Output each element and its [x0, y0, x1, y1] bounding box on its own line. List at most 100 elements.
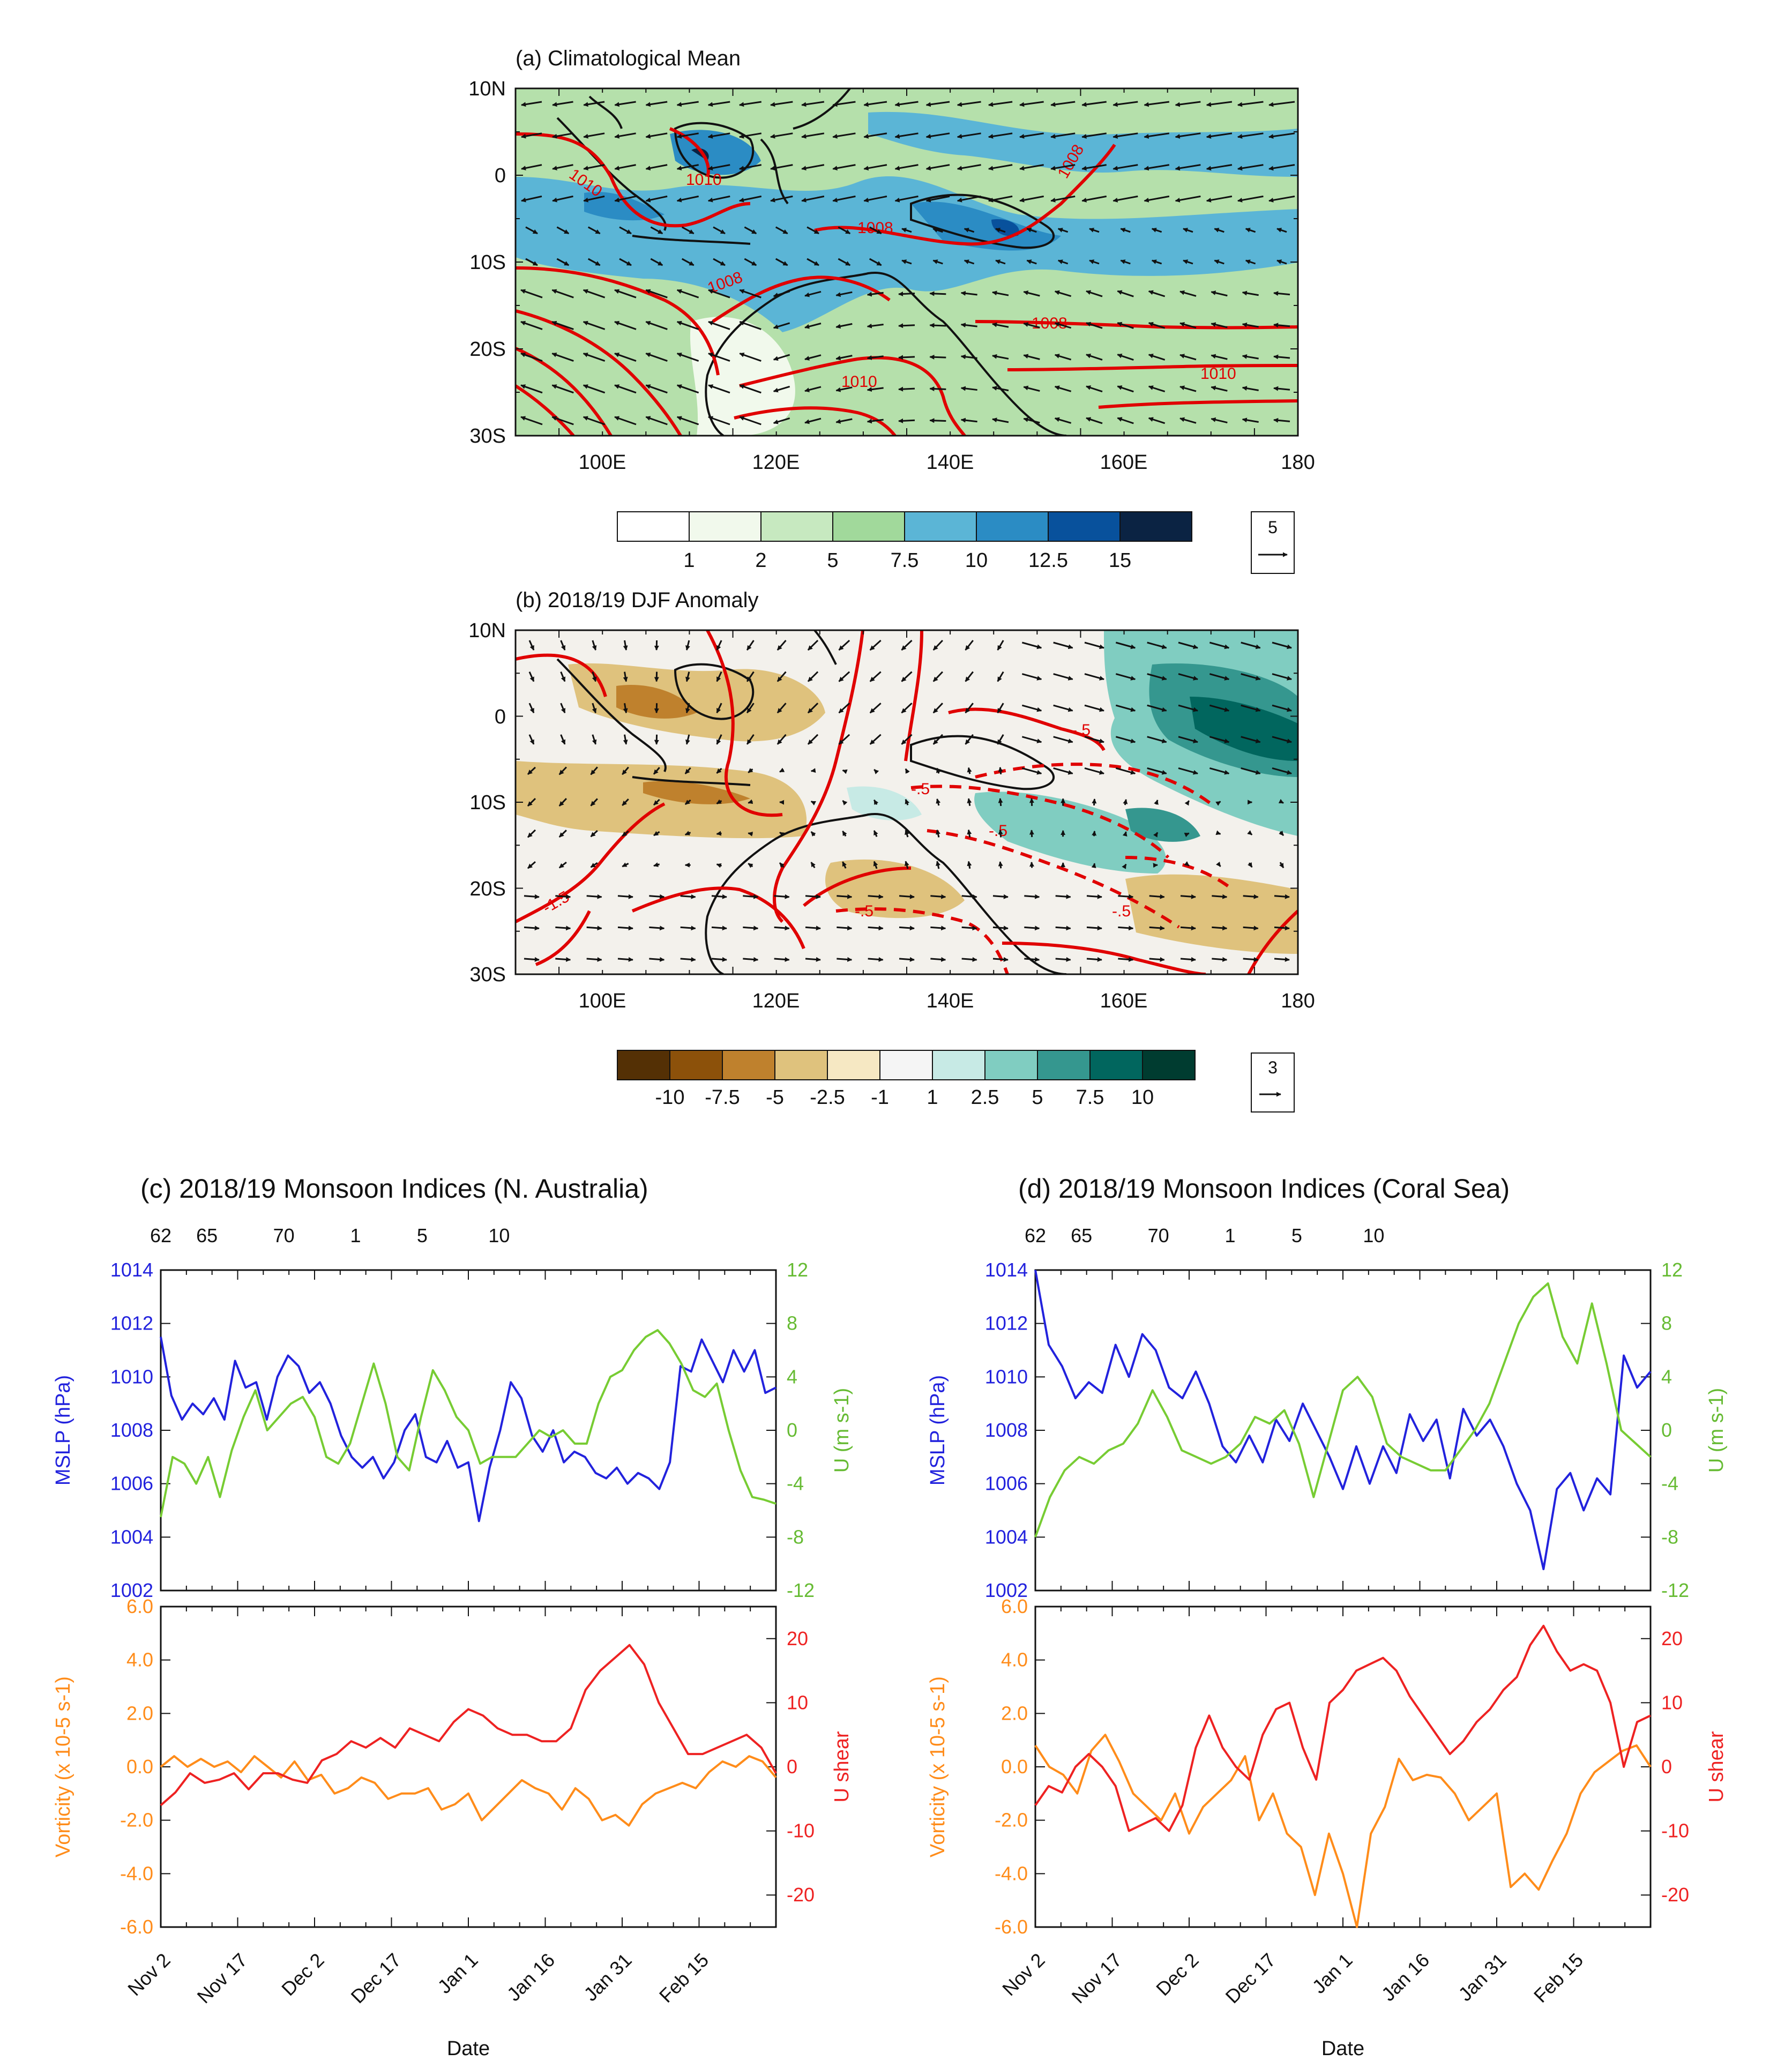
wind-arrow [676, 289, 699, 298]
wind-arrow [1019, 101, 1044, 107]
wind-arrow [807, 226, 819, 235]
wind-arrow [925, 164, 950, 171]
wind-arrow [1209, 704, 1230, 712]
x-tick-label: Jan 16 [1377, 1949, 1433, 2005]
wind-arrow [1053, 767, 1073, 775]
map-b-title: (b) 2018/19 DJF Anomaly [516, 588, 759, 612]
wind-arrow [524, 894, 540, 899]
left-y-axis-label: Vorticity (x 10-5 s-1) [52, 1676, 74, 1857]
wind-arrow [1084, 641, 1104, 649]
wind-arrow [1118, 894, 1134, 899]
wind-arrow [995, 228, 1006, 233]
lon-label: 160E [1100, 451, 1148, 474]
wind-arrow [807, 671, 819, 682]
wind-arrow [746, 640, 755, 651]
map-a-title: (a) Climatological Mean [516, 47, 741, 70]
panel-c: (c) 2018/19 Monsoon Indices (N. Australi… [52, 1174, 853, 2060]
wind-arrow [590, 766, 598, 775]
right-y-tick-label: -4 [787, 1473, 804, 1495]
wind-arrow [1243, 957, 1259, 962]
wind-arrow [957, 164, 981, 171]
wind-arrow [1112, 101, 1138, 107]
wind-arrow [592, 671, 597, 682]
wind-arrow [967, 829, 972, 838]
wind-arrow [1084, 736, 1104, 743]
top-axis-label: 70 [273, 1225, 295, 1246]
wind-arrow [617, 957, 633, 962]
lon-label: 180 [1281, 990, 1315, 1012]
wind-arrow [676, 132, 699, 139]
contour-label: -.5 [1112, 902, 1131, 920]
wind-arrow [1086, 925, 1102, 931]
wind-arrow [645, 289, 668, 298]
wind-arrow [837, 925, 853, 931]
wind-arrow [995, 259, 1006, 265]
wind-arrow [965, 671, 974, 682]
wind-arrow [873, 799, 879, 805]
lat-label: 10N [468, 78, 506, 100]
wind-arrow [997, 703, 1004, 713]
wind-arrow [521, 195, 542, 203]
wind-arrow [807, 258, 819, 266]
series-line-mslp [1034, 1270, 1652, 1571]
contour-label: 1008 [1032, 315, 1067, 332]
right-y-tick-label: 12 [787, 1259, 808, 1281]
wind-arrow [837, 957, 853, 962]
wind-arrow [967, 798, 972, 806]
wind-arrow [936, 861, 940, 869]
wind-arrow [835, 386, 853, 392]
wind-arrow [744, 258, 757, 266]
wind-arrow [746, 671, 755, 682]
wind-arrow [1149, 957, 1165, 962]
wind-arrow [1183, 228, 1193, 233]
wind-arrow [905, 768, 910, 774]
wind-arrow [521, 132, 542, 139]
wind-arrow [558, 861, 567, 869]
wind-arrow [1147, 704, 1167, 712]
wind-arrow [707, 132, 730, 139]
wind-arrow [1272, 767, 1292, 775]
wind-arrow [744, 226, 757, 235]
wind-arrow [804, 417, 822, 424]
wind-arrow [1180, 894, 1196, 899]
wind-arrow [997, 671, 1004, 682]
wind-arrow [992, 354, 1009, 360]
wind-arrow [716, 671, 722, 682]
wind-arrow [556, 226, 570, 235]
wind-arrow [1175, 195, 1201, 203]
wind-arrow [838, 258, 851, 266]
lon-label: 100E [579, 451, 626, 474]
wind-arrow [716, 734, 722, 745]
wind-arrow [1057, 259, 1069, 265]
x-tick-label: Dec 2 [1152, 1949, 1203, 2000]
x-tick-label: Dec 17 [347, 1949, 406, 2008]
wind-arrow [967, 861, 972, 869]
wind-arrow [614, 164, 636, 171]
top-axis-label: 1 [350, 1225, 361, 1246]
top-axis-label: 65 [196, 1225, 218, 1246]
wind-arrow [1268, 132, 1295, 139]
wind-arrow [1175, 101, 1201, 107]
map-b-wind-vectors [524, 639, 1292, 962]
wind-arrow [1086, 957, 1102, 962]
wind-arrow [1023, 322, 1040, 329]
wind-arrow [773, 322, 790, 329]
wind-arrow [680, 894, 696, 899]
left-y-tick-label: 1008 [985, 1419, 1028, 1441]
left-y-tick-label: 1010 [985, 1365, 1028, 1387]
wind-arrow [1209, 736, 1230, 743]
x-tick-label: Nov 2 [998, 1949, 1049, 2000]
wind-arrow [1148, 353, 1166, 361]
wind-arrow [1053, 704, 1073, 712]
wind-arrow [1178, 767, 1198, 775]
wind-arrow [932, 228, 943, 233]
wind-arrow [775, 226, 788, 235]
wind-arrow [592, 703, 597, 714]
wind-arrow [901, 734, 913, 745]
wind-arrow [801, 195, 825, 203]
colorbar-box [1048, 511, 1121, 542]
right-y-tick-label: 8 [1661, 1312, 1672, 1334]
wind-arrow [1117, 385, 1134, 393]
right-y-axis-label: U (m s-1) [1705, 1388, 1728, 1473]
colorbar-tick: -7.5 [705, 1086, 740, 1109]
